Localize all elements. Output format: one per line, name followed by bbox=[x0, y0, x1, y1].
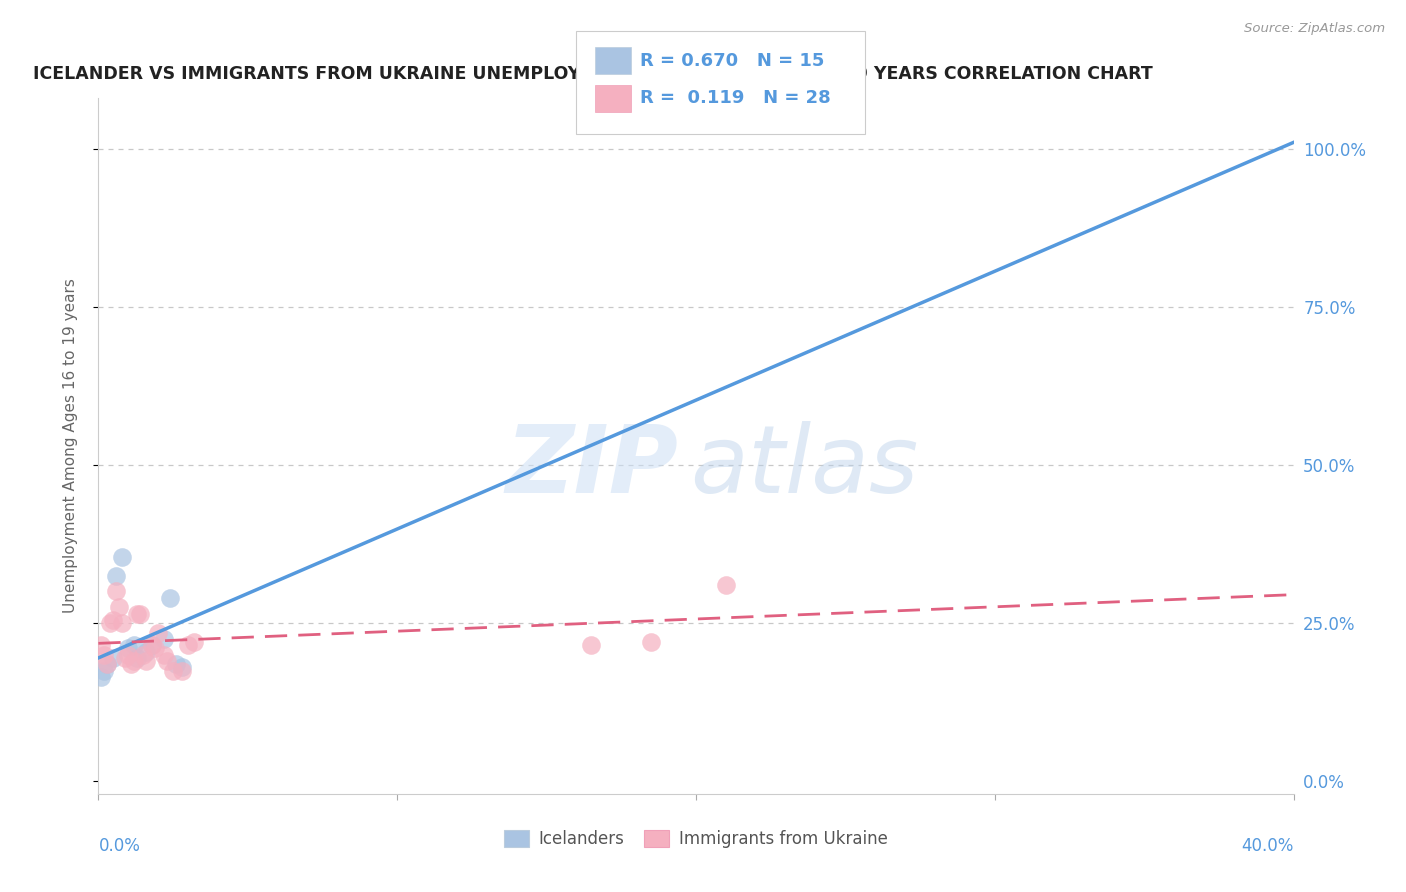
Text: R = 0.670   N = 15: R = 0.670 N = 15 bbox=[640, 52, 824, 70]
Text: 40.0%: 40.0% bbox=[1241, 837, 1294, 855]
Point bbox=[124, 638, 146, 652]
Point bbox=[93, 664, 115, 678]
Point bbox=[96, 657, 118, 672]
Point bbox=[714, 578, 737, 592]
Point bbox=[117, 648, 139, 662]
Text: R =  0.119   N = 28: R = 0.119 N = 28 bbox=[640, 89, 831, 107]
Text: Source: ZipAtlas.com: Source: ZipAtlas.com bbox=[1244, 22, 1385, 36]
Point bbox=[108, 600, 131, 615]
Point bbox=[165, 657, 187, 672]
Point bbox=[581, 638, 603, 652]
Point bbox=[177, 638, 200, 652]
Point bbox=[183, 635, 205, 649]
Point bbox=[90, 670, 112, 684]
Point bbox=[105, 584, 128, 599]
Point bbox=[117, 641, 139, 656]
Point bbox=[148, 625, 170, 640]
Point bbox=[120, 657, 142, 672]
Point bbox=[135, 654, 157, 668]
Point bbox=[141, 638, 163, 652]
Point bbox=[93, 648, 115, 662]
Point bbox=[132, 648, 155, 662]
Text: ICELANDER VS IMMIGRANTS FROM UKRAINE UNEMPLOYMENT AMONG AGES 16 TO 19 YEARS CORR: ICELANDER VS IMMIGRANTS FROM UKRAINE UNE… bbox=[32, 65, 1153, 83]
Y-axis label: Unemployment Among Ages 16 to 19 years: Unemployment Among Ages 16 to 19 years bbox=[63, 278, 77, 614]
Point bbox=[111, 616, 134, 631]
Point bbox=[114, 651, 136, 665]
Point bbox=[129, 607, 152, 621]
Point bbox=[640, 635, 662, 649]
Point bbox=[96, 657, 118, 672]
Point bbox=[124, 654, 146, 668]
Point bbox=[103, 651, 125, 665]
Point bbox=[162, 664, 184, 678]
Point bbox=[105, 568, 128, 582]
Text: ZIP: ZIP bbox=[505, 421, 678, 513]
Point bbox=[172, 664, 194, 678]
Text: atlas: atlas bbox=[690, 421, 918, 512]
Point bbox=[172, 660, 194, 674]
Point bbox=[153, 648, 176, 662]
Point bbox=[98, 616, 122, 631]
Point bbox=[153, 632, 176, 646]
Point bbox=[135, 644, 157, 658]
Point bbox=[103, 613, 125, 627]
Point bbox=[156, 654, 179, 668]
Point bbox=[143, 641, 166, 656]
Point bbox=[111, 549, 134, 564]
Point bbox=[159, 591, 181, 605]
Point bbox=[141, 638, 163, 652]
Point bbox=[127, 651, 149, 665]
Point bbox=[127, 607, 149, 621]
Text: 0.0%: 0.0% bbox=[98, 837, 141, 855]
Point bbox=[90, 638, 112, 652]
Legend: Icelanders, Immigrants from Ukraine: Icelanders, Immigrants from Ukraine bbox=[496, 823, 896, 855]
